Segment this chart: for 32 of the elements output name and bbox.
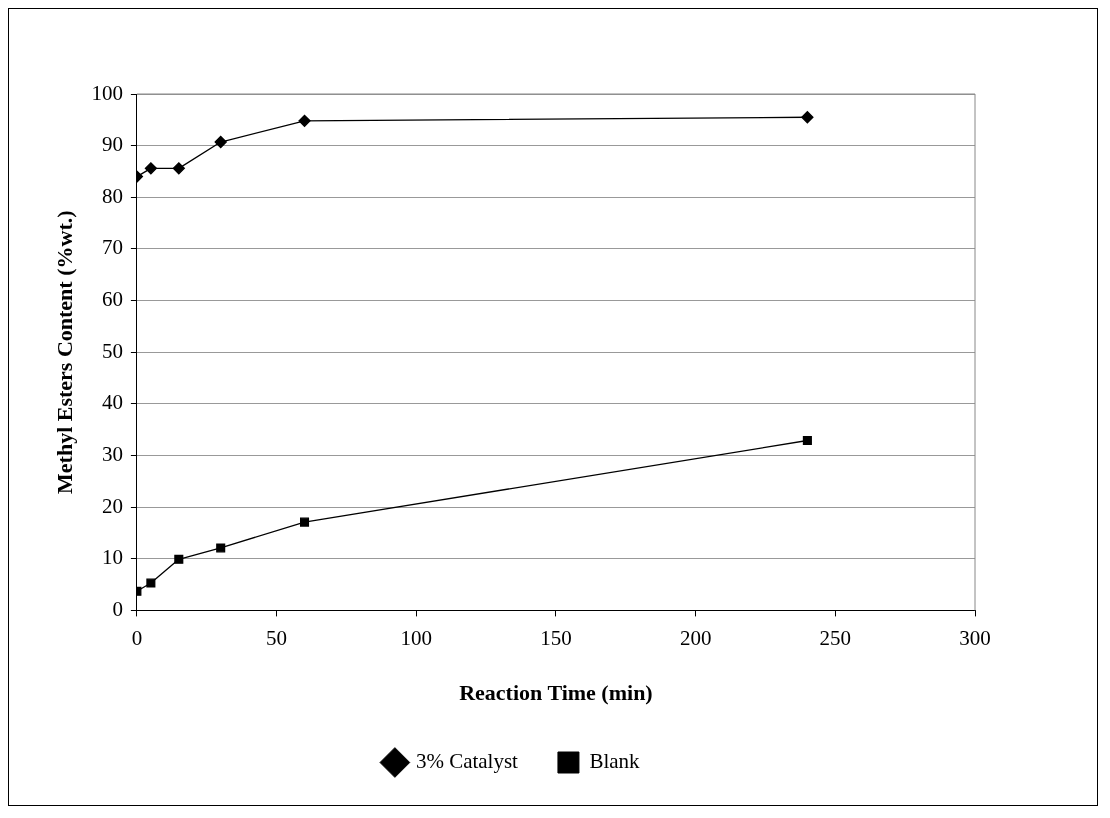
y-axis-title: Methyl Esters Content (%wt.) [51,210,77,494]
x-tick-label: 150 [540,625,572,650]
point [172,162,185,175]
y-tick-label: 100 [91,80,123,105]
y-tick-label: 10 [101,545,123,570]
point [801,111,814,124]
x-tick-label: 50 [266,625,288,650]
point [216,543,226,553]
y-tick-label: 30 [101,442,123,466]
y-tick-label: 0 [112,596,123,621]
point [146,578,156,588]
point [298,114,311,127]
legend-label: 3% Catalyst [415,749,519,774]
y-tick-label: 50 [101,338,123,363]
point [299,517,310,527]
y-tick-label: 80 [101,183,123,208]
y-tick-label: 90 [101,132,123,157]
point [802,435,812,446]
point [174,554,184,564]
point [214,135,227,149]
x-tick-label: 200 [679,625,712,650]
x-tick-label: 0 [131,625,143,650]
x-tick-label: 100 [400,625,433,650]
y-tick-label: 70 [101,235,123,260]
legend-label: Blank [589,749,641,774]
x-tick-label: 250 [819,625,852,650]
y-tick-label: 40 [101,390,123,415]
x-axis-title: Reaction Time (min) [459,680,653,706]
y-tick-label: 60 [101,287,123,312]
x-tick-label: 300 [959,625,991,650]
y-tick-label: 20 [101,493,123,518]
point [144,162,158,175]
